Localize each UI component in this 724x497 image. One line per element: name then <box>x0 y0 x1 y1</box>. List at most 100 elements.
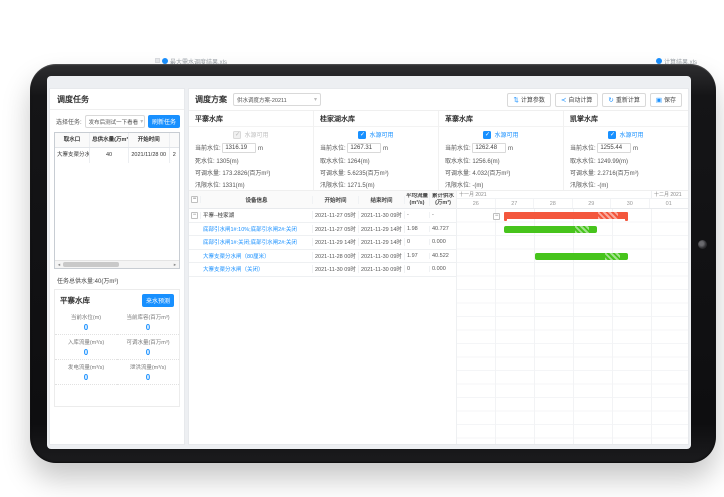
scroll-left-icon[interactable]: ◄ <box>57 262 61 267</box>
plan-panel-title: 调度方案 <box>195 95 227 104</box>
water-level-input[interactable]: 1262.48 <box>472 142 507 153</box>
scrollbar-thumb[interactable] <box>63 262 119 267</box>
file-icon <box>162 57 168 64</box>
schedule-section: − 设备信息 开始时间 结束时间 平均流量 (m³/s) 累计供水 (万m³) <box>189 191 688 444</box>
task-select[interactable]: 发布后测试一下看看 ▾ <box>84 115 145 128</box>
checkbox-checked[interactable]: ✓ <box>608 130 617 139</box>
window-icon <box>155 58 160 63</box>
adjustable-volume: 可调水量: 4.032(百万m³) <box>445 170 511 177</box>
table-row[interactable]: 底部引水闸1#:关闭;底部引水闸2#:关闭 2021-11-29 14时 202… <box>189 236 456 250</box>
intake-level: 取水水位: 1249.99(m) <box>570 158 629 165</box>
adjustable-volume: 可调水量: 5.6235(百万m³) <box>320 170 389 177</box>
select-task-label: 选择任务: <box>56 120 82 126</box>
checkbox-checked[interactable]: ✓ <box>483 130 492 139</box>
table-row[interactable]: 底部引水闸1#:10%;底部引水闸2#:关闭 2021-11-27 05时 20… <box>189 223 456 236</box>
col-start-time: 开始时间 <box>313 195 359 204</box>
cell-cut: 2 <box>172 152 176 158</box>
source-cards-row: 平寨水库 ✓ 水源可用 当前水位: 1316.19 m 死水位: 1305(m)… <box>189 111 688 191</box>
gantt-day: 01 <box>665 201 672 207</box>
task-table: 取水口 总供水量(万m³) 开始时间 大寨支渠分水闸 40 2021/11/28… <box>54 132 180 269</box>
dead-level: 死水位: 1305(m) <box>195 158 239 165</box>
gantt-chart: 十一月 2021 十二月 2021 26 27 28 29 30 01 − <box>456 191 688 444</box>
water-level-input[interactable]: 1267.31 <box>347 142 382 153</box>
gantt-month-december: 十二月 2021 <box>654 192 682 198</box>
stat-adjustable: 可调水量(百万m³) 0 <box>117 335 179 360</box>
file-icon <box>656 57 662 64</box>
intake-level: 取水水位: 1264(m) <box>320 158 370 165</box>
chevron-down-icon: ▾ <box>140 119 144 125</box>
collapse-row-icon[interactable]: − <box>191 211 198 219</box>
col-total-supply: 总供水量(万m³) <box>90 133 129 147</box>
col-start-time: 开始时间 <box>129 133 170 147</box>
adjustable-volume: 可调水量: 2.2716(百万m³) <box>570 170 639 177</box>
source-available-label: 水源可用 <box>244 133 269 139</box>
gantt-bar-summary[interactable] <box>504 212 628 221</box>
table-row[interactable]: − 平寨--桂家湖 2021-11-27 05时 2021-11-30 09时 … <box>189 209 456 223</box>
table-row[interactable]: 大寨支渠分水闸（关闭） 2021-11-30 09时 2021-11-30 09… <box>189 263 456 277</box>
background-tab-label: 计算结果.xls <box>664 60 698 66</box>
background-window-fragment: 计算结果.xls <box>656 57 716 68</box>
stat-current-level: 当前水位(m) 0 <box>55 310 117 335</box>
water-level-input[interactable]: 1255.44 <box>597 142 632 153</box>
schedule-table-header: − 设备信息 开始时间 结束时间 平均流量 (m³/s) 累计供水 (万m³) <box>189 191 456 209</box>
flood-limit-level: 汛限水位: 1271.5(m) <box>320 182 375 189</box>
inflow-forecast-button[interactable]: 来水预测 <box>141 294 174 307</box>
auto-calc-button[interactable]: ≺ 自动计算 <box>554 92 599 107</box>
plan-select[interactable]: 供水调度方案-20211 ▾ <box>233 93 321 106</box>
col-device-info: 设备信息 <box>201 195 313 204</box>
table-row[interactable]: 大寨支渠分水闸（80厘米） 2021-11-28 00时 2021-11-30 … <box>189 250 456 263</box>
gantt-month-november: 十一月 2021 <box>457 191 652 198</box>
task-total-supply: 任务总供水量:40(万m³) <box>57 279 119 285</box>
gantt-day: 29 <box>573 199 611 208</box>
source-available-label: 水源可用 <box>369 133 394 139</box>
source-card-gezhai: 革寨水库 ✓ 水源可用 当前水位: 1262.48 m 取水水位: 1256.6… <box>439 111 564 190</box>
tablet-frame: 调度任务 选择任务: 发布后测试一下看看 ▾ 刷新任务 取水口 总供水量(万m³… <box>30 64 716 463</box>
task-select-value: 发布后测试一下看看 <box>88 119 139 126</box>
col-intake: 取水口 <box>55 133 91 147</box>
flood-limit-level: 汛限水位: -(m) <box>570 182 609 189</box>
save-icon: ▣ <box>655 96 662 104</box>
col-cut <box>170 133 179 147</box>
recalc-button[interactable]: ↻ 重新计算 <box>602 92 646 107</box>
task-panel-title: 调度任务 <box>50 89 184 110</box>
stat-inflow: 入库流量(m³/s) 0 <box>55 335 117 360</box>
stat-power-flow: 发电流量(m³/s) 0 <box>55 360 117 385</box>
tablet-camera <box>698 240 707 249</box>
task-table-header: 取水口 总供水量(万m³) 开始时间 <box>55 133 179 148</box>
table-row[interactable]: 大寨支渠分水闸 40 2021/11/28 00 2 <box>55 148 179 163</box>
background-tab-label: 最大需水调度结果.xls <box>170 60 228 66</box>
col-end-time: 结束时间 <box>359 195 405 204</box>
scroll-right-icon[interactable]: ► <box>173 262 177 267</box>
gantt-bar-task[interactable] <box>535 252 628 260</box>
pingzhai-reservoir-card: 平寨水库 来水预测 当前水位(m) 0 当前库容(百万m³) 0 入库流量(m³… <box>54 289 180 407</box>
source-available-label: 水源可用 <box>619 133 644 139</box>
horizontal-scrollbar[interactable]: ◄ ► <box>55 260 179 268</box>
gantt-day: 27 <box>496 199 534 208</box>
share-icon: ≺ <box>560 96 567 104</box>
background-window-fragment: 最大需水调度结果.xls <box>155 57 270 68</box>
flood-limit-level: 汛限水位: -(m) <box>445 182 484 189</box>
calc-params-button[interactable]: ⇅ 计算参数 <box>507 92 551 107</box>
water-level-input[interactable]: 1316.19 <box>222 142 257 153</box>
app-screen: 调度任务 选择任务: 发布后测试一下看看 ▾ 刷新任务 取水口 总供水量(万m³… <box>47 76 691 449</box>
checkbox-checked[interactable]: ✓ <box>358 130 367 139</box>
gantt-day: 28 <box>534 199 573 208</box>
source-available-label: 水源可用 <box>494 133 519 139</box>
collapse-bar-icon[interactable]: − <box>493 212 501 220</box>
save-button[interactable]: ▣ 保存 <box>649 92 682 107</box>
col-avg-flow: 平均流量 (m³/s) <box>406 193 430 206</box>
gantt-body: − <box>457 209 688 444</box>
cell-total: 40 <box>90 148 129 163</box>
flood-limit-level: 汛限水位: 1331(m) <box>195 182 245 189</box>
checkbox-disabled-checked[interactable]: ✓ <box>233 130 242 139</box>
refresh-task-button[interactable]: 刷新任务 <box>147 115 180 128</box>
gantt-day: 30 <box>611 199 650 208</box>
collapse-all-icon[interactable]: − <box>191 196 198 203</box>
col-cumulative-supply: 累计供水 (万m³) <box>432 193 455 206</box>
plan-panel: 调度方案 供水调度方案-20211 ▾ ⇅ 计算参数 ≺ 自动计算 ↻ <box>188 88 689 445</box>
task-panel: 调度任务 选择任务: 发布后测试一下看看 ▾ 刷新任务 取水口 总供水量(万m³… <box>49 88 185 445</box>
gantt-bar-task[interactable] <box>504 225 597 233</box>
gantt-day: 26 <box>457 199 496 208</box>
intake-level: 取水水位: 1256.6(m) <box>445 158 500 165</box>
sliders-icon: ⇅ <box>513 96 519 104</box>
